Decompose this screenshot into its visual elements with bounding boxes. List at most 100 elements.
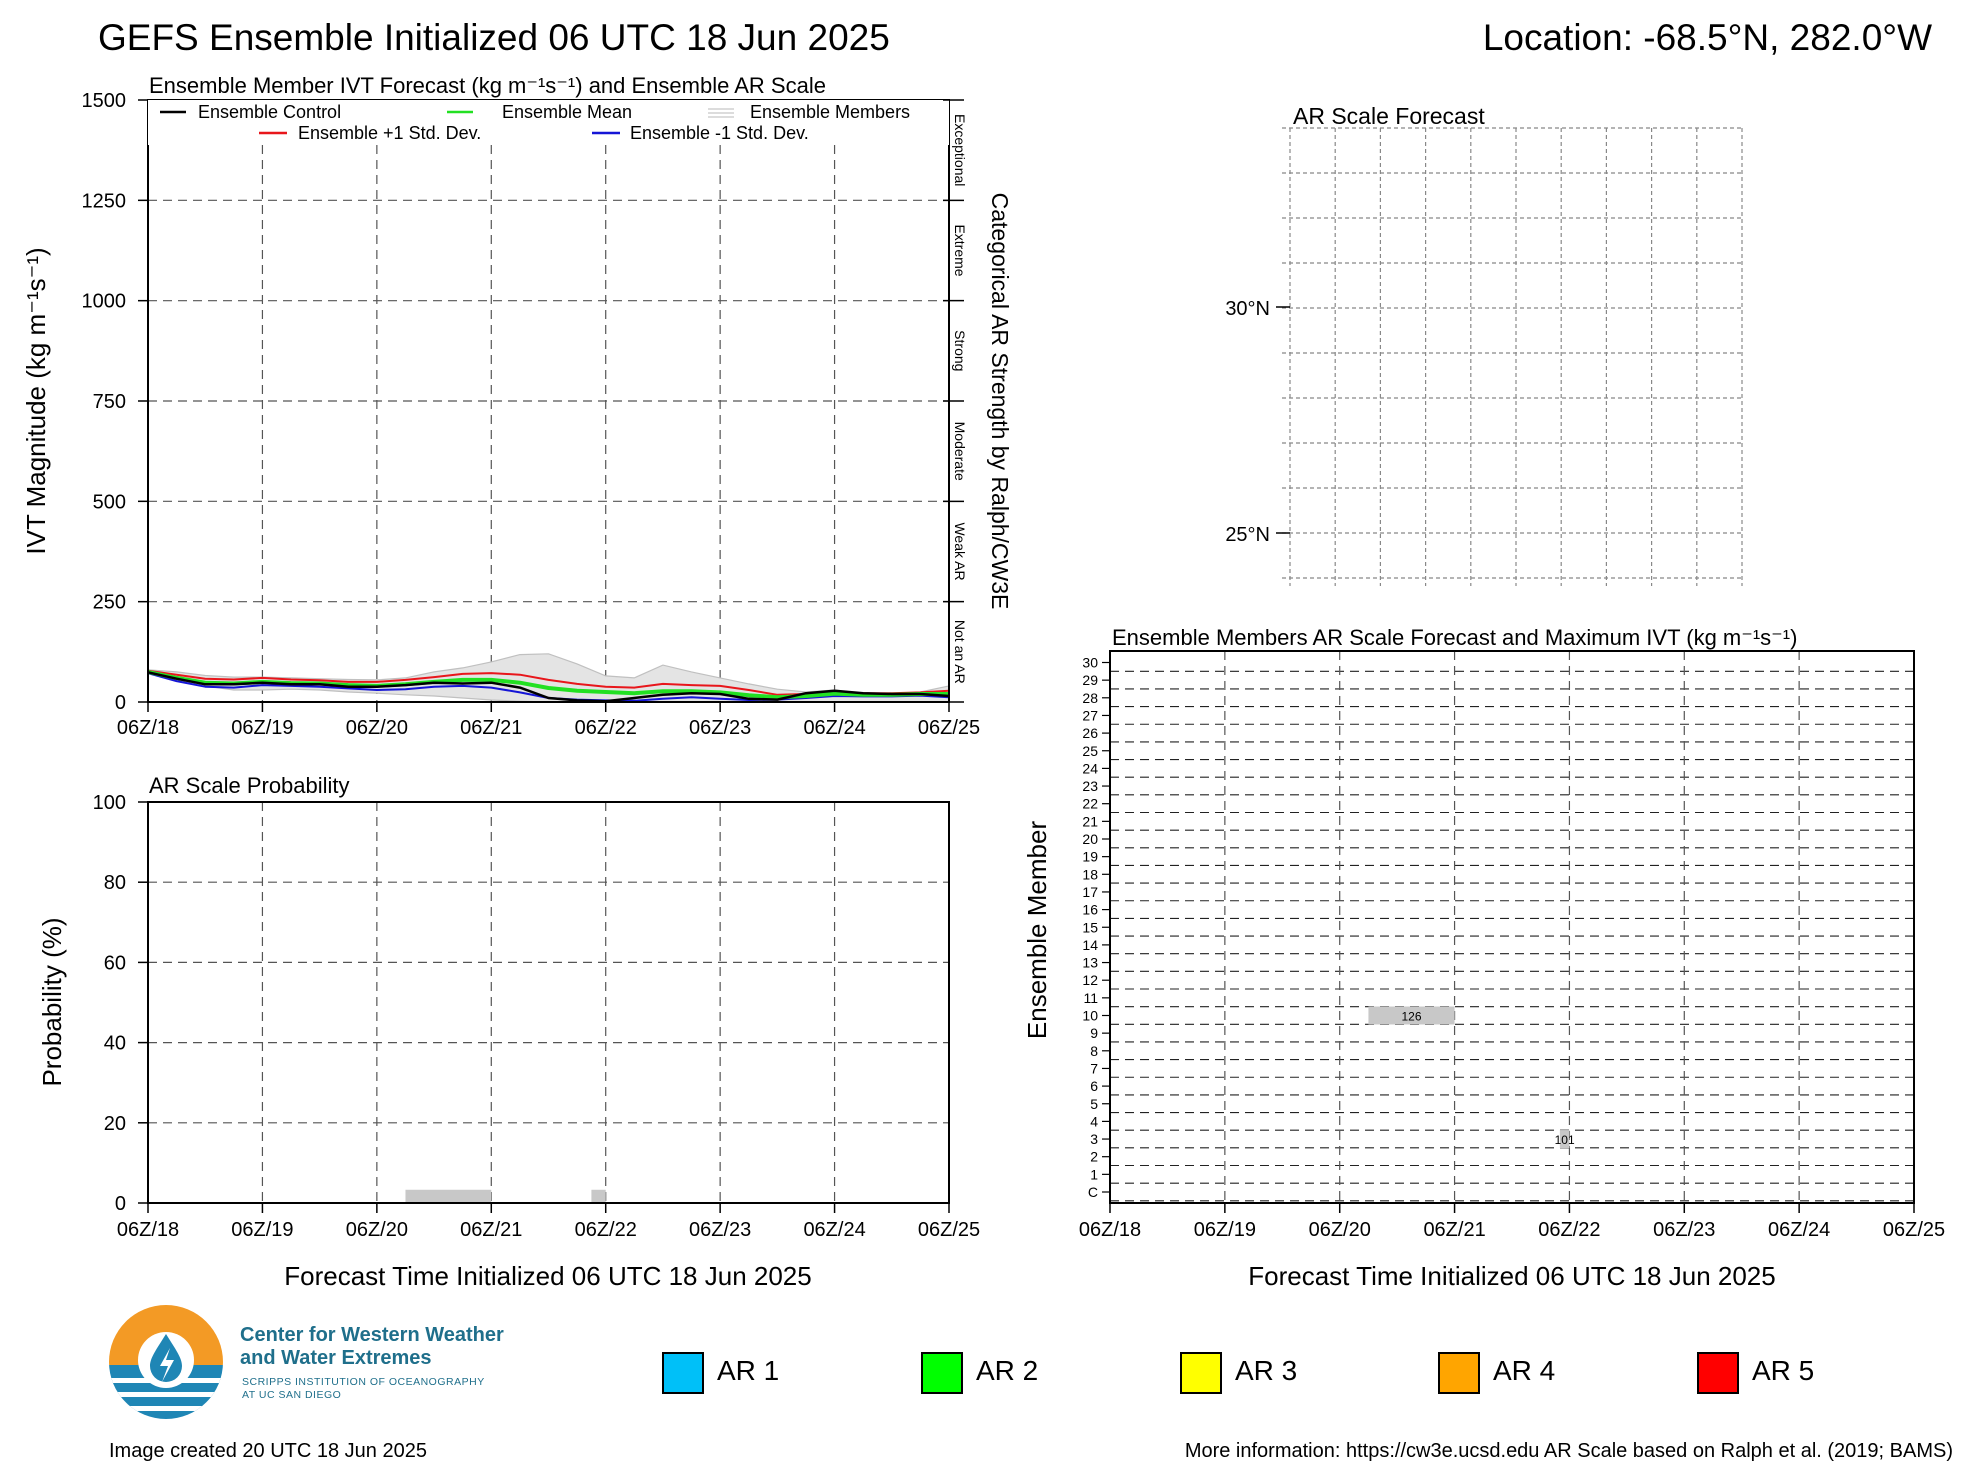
logo-line-2: and Water Extremes xyxy=(240,1347,432,1369)
member-tick-label: 15 xyxy=(1082,919,1098,935)
prob-y-tick-label: 60 xyxy=(104,952,126,974)
members-x-tick-label: 06Z/23 xyxy=(1653,1219,1715,1241)
prob-bar xyxy=(591,1189,606,1203)
logo-sub-1: SCRIPPS INSTITUTION OF OCEANOGRAPHY xyxy=(242,1376,485,1388)
created-timestamp: Image created 20 UTC 18 Jun 2025 xyxy=(109,1440,427,1462)
ivt-y-tick-label: 250 xyxy=(93,592,126,614)
member-tick-label: 14 xyxy=(1082,937,1098,953)
map-lat-label-30: 30°N xyxy=(1225,298,1270,320)
ivt-y-tick-label: 1000 xyxy=(82,291,127,313)
map-panel-title: AR Scale Forecast xyxy=(1293,103,1485,129)
ar-category-label: Exceptional xyxy=(952,114,968,186)
member-ar-event xyxy=(1368,1006,1455,1025)
member-ar-event xyxy=(1559,1130,1570,1149)
ivt-forecast-panel: Ensemble Control Ensemble Mean Ensemble … xyxy=(21,73,1013,739)
member-tick-label: 28 xyxy=(1082,690,1098,706)
prob-x-tick-label: 06Z/22 xyxy=(575,1219,637,1241)
ivt-x-tick-label: 06Z/19 xyxy=(231,717,293,739)
member-tick-label: 20 xyxy=(1082,831,1098,847)
ivt-x-tick-label: 06Z/21 xyxy=(460,717,522,739)
prob-x-tick-label: 06Z/25 xyxy=(918,1219,980,1241)
ivt-x-tick-label: 06Z/24 xyxy=(803,717,865,739)
member-event-ivt-label: 101 xyxy=(1555,1133,1575,1147)
legend-plus-label: Ensemble +1 Std. Dev. xyxy=(298,123,481,143)
logo-line-1: Center for Western Weather xyxy=(240,1324,504,1346)
member-tick-label: 6 xyxy=(1090,1078,1098,1094)
ar-category-column: Not an AR Weak AR Moderate Strong Extreme Exc… xyxy=(943,99,968,703)
member-tick-label: 8 xyxy=(1090,1043,1098,1059)
member-tick-label: 12 xyxy=(1082,972,1098,988)
lightning-icon xyxy=(160,1348,174,1382)
member-tick-label: 17 xyxy=(1082,884,1098,900)
prob-plot-frame xyxy=(147,801,950,1204)
member-tick-label: 4 xyxy=(1090,1113,1098,1129)
members-plot-frame xyxy=(1109,650,1915,1204)
prob-y-tick-label: 100 xyxy=(93,792,126,814)
members-x-tick-label: 06Z/21 xyxy=(1423,1219,1485,1241)
map-lat-label-25: 25°N xyxy=(1225,524,1270,546)
member-tick-label: 22 xyxy=(1082,796,1098,812)
ar-category-label: Moderate xyxy=(952,422,968,481)
member-tick-label: 13 xyxy=(1082,955,1098,971)
prob-y-tick-label: 80 xyxy=(104,872,126,894)
ar-category-label: Extreme xyxy=(952,224,968,276)
ivt-legend-box xyxy=(148,100,949,145)
member-tick-label: 24 xyxy=(1082,760,1098,776)
member-tick-label: C xyxy=(1088,1184,1098,1200)
members-x-tick-label: 06Z/25 xyxy=(1883,1219,1945,1241)
member-tick-label: 27 xyxy=(1082,707,1098,723)
main-title: GEFS Ensemble Initialized 06 UTC 18 Jun … xyxy=(98,17,890,58)
ivt-panel-title: Ensemble Member IVT Forecast (kg m⁻¹s⁻¹)… xyxy=(149,73,826,98)
ar4-label: AR 4 xyxy=(1493,1355,1556,1386)
ar1-label: AR 1 xyxy=(717,1355,780,1386)
prob-x-tick-label: 06Z/18 xyxy=(117,1219,179,1241)
ar2-swatch xyxy=(921,1352,963,1394)
ivt-y-axis-label: IVT Magnitude (kg m⁻¹s⁻¹) xyxy=(21,247,51,554)
prob-panel-title: AR Scale Probability xyxy=(149,773,350,798)
ar5-label: AR 5 xyxy=(1752,1355,1815,1386)
members-x-tick-label: 06Z/22 xyxy=(1538,1219,1600,1241)
ar-category-label: Not an AR xyxy=(952,620,968,684)
member-tick-label: 19 xyxy=(1082,849,1098,865)
member-tick-label: 3 xyxy=(1090,1131,1098,1147)
ivt-y-tick-label: 500 xyxy=(93,491,126,513)
ar-category-label: Weak AR xyxy=(952,522,968,580)
left-x-axis-label: Forecast Time Initialized 06 UTC 18 Jun … xyxy=(284,1261,811,1291)
ivt-series-control xyxy=(147,671,950,703)
member-event-ivt-label: 126 xyxy=(1401,1010,1421,1024)
members-x-axis-label: Forecast Time Initialized 06 UTC 18 Jun … xyxy=(1248,1261,1775,1291)
member-tick-label: 16 xyxy=(1082,902,1098,918)
ar2-label: AR 2 xyxy=(976,1355,1039,1386)
members-x-tick-label: 06Z/18 xyxy=(1079,1219,1141,1241)
member-tick-label: 9 xyxy=(1090,1025,1098,1041)
ar3-label: AR 3 xyxy=(1235,1355,1298,1386)
members-x-tick-label: 06Z/20 xyxy=(1309,1219,1371,1241)
cw3e-logo xyxy=(109,1305,223,1419)
members-y-axis-label: Ensemble Member xyxy=(1022,821,1052,1040)
ar1-swatch xyxy=(662,1352,704,1394)
ivt-y-tick-label: 1250 xyxy=(82,190,127,212)
ar-strength-label: Categorical AR Strength by Ralph/CW3E xyxy=(987,193,1013,610)
ar5-swatch xyxy=(1697,1352,1739,1394)
legend-minus-label: Ensemble -1 Std. Dev. xyxy=(630,123,809,143)
prob-x-tick-label: 06Z/23 xyxy=(689,1219,751,1241)
prob-x-tick-label: 06Z/21 xyxy=(460,1219,522,1241)
ivt-y-tick-label: 0 xyxy=(115,692,126,714)
ivt-x-tick-label: 06Z/20 xyxy=(346,717,408,739)
member-tick-label: 23 xyxy=(1082,778,1098,794)
member-tick-label: 21 xyxy=(1082,813,1098,829)
ivt-x-tick-label: 06Z/23 xyxy=(689,717,751,739)
member-tick-label: 10 xyxy=(1082,1008,1098,1024)
logo-sub-2: AT UC SAN DIEGO xyxy=(242,1389,342,1401)
ivt-y-tick-label: 1500 xyxy=(82,90,127,112)
member-tick-label: 5 xyxy=(1090,1096,1098,1112)
member-tick-label: 1 xyxy=(1090,1166,1098,1182)
ivt-x-tick-label: 06Z/18 xyxy=(117,717,179,739)
member-tick-label: 25 xyxy=(1082,743,1098,759)
ar-scale-map-panel: AR Scale Forecast 30°N 25°N xyxy=(1225,103,1743,586)
prob-x-tick-label: 06Z/24 xyxy=(803,1219,865,1241)
ivt-x-tick-label: 06Z/25 xyxy=(918,717,980,739)
prob-x-tick-label: 06Z/20 xyxy=(346,1219,408,1241)
